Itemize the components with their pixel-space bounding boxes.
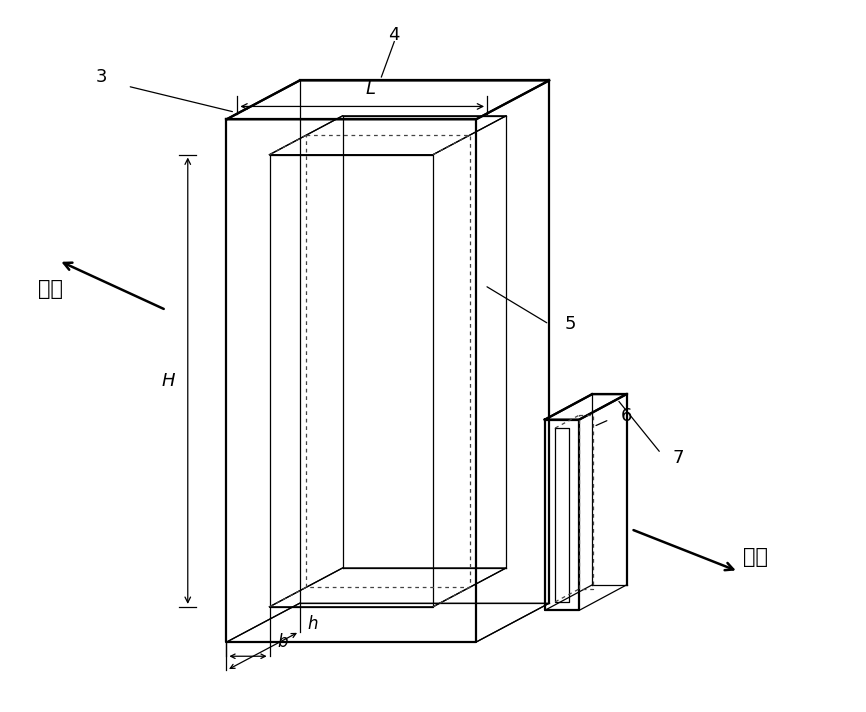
Text: 拉力: 拉力 [37,279,62,299]
Text: 7: 7 [673,449,684,468]
Text: 拉力: 拉力 [743,548,768,567]
Text: $L$: $L$ [365,80,377,98]
Text: $H$: $H$ [161,372,177,389]
Text: 6: 6 [621,407,632,425]
Text: $h$: $h$ [307,615,318,634]
Text: 5: 5 [565,315,577,333]
Text: 4: 4 [389,26,400,43]
Text: $b$: $b$ [276,633,288,651]
Text: 3: 3 [96,68,107,86]
